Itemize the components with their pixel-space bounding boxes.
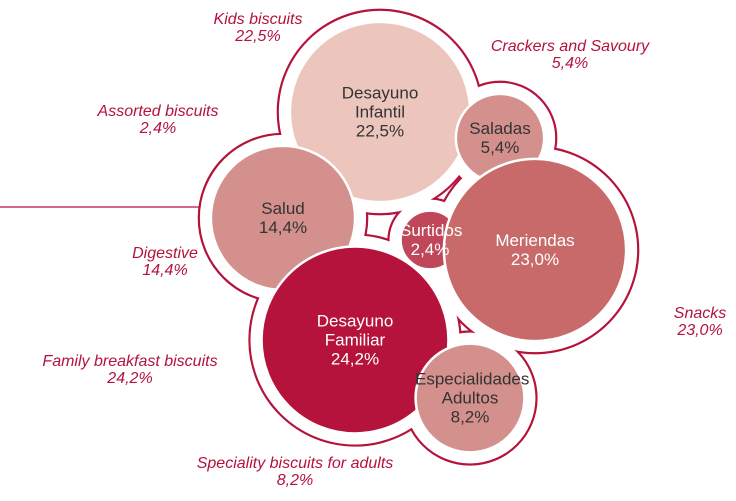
category-name: Desayuno Infantil [341,83,419,122]
outer-name: Snacks [673,305,727,322]
outer-name: Crackers and Savoury [490,38,650,55]
outer-name: Digestive [132,245,198,262]
outer-value: 8,2% [276,472,314,489]
bubble-label: Salud 14,4% [243,199,323,237]
value-label: 14,4% [258,218,308,237]
category-name: Meriendas [495,231,575,250]
bubble-label: Desayuno Infantil 22,5% [335,84,425,141]
bubble-label: Saladas 5,4% [465,119,535,157]
category-name: Desayuno Familiar [316,311,394,350]
outer-name: Speciality biscuits for adults [196,455,394,472]
outer-label: Snacks 23,0% [674,305,726,339]
value-label: 8,2% [450,407,490,427]
category-name: Surtidos [400,221,463,240]
outer-name: Family breakfast biscuits [42,353,218,370]
bubble-label: Surtidos 2,4% [400,221,463,259]
outer-value: 23,0% [677,322,723,339]
outer-label: Family breakfast biscuits 24,2% [42,353,217,387]
outer-name: Assorted biscuits [97,103,219,120]
value-label: 5,4% [480,138,520,157]
outer-label: Kids biscuits 22,5% [214,11,303,45]
bubble [442,157,628,343]
category-name: Salud [261,199,305,218]
outer-label: Speciality biscuits for adults 8,2% [197,455,394,489]
outer-value: 24,2% [107,370,153,387]
bubble [260,245,450,435]
outer-value: 22,5% [235,28,281,45]
value-label: 23,0% [510,250,560,269]
bubble-label: Desayuno Familiar 24,2% [310,312,400,369]
outer-value: 5,4% [551,55,589,72]
bubble-label: Especialidades Adultos 8,2% [415,369,530,427]
outer-label: Digestive 14,4% [132,245,198,279]
value-label: 2,4% [410,240,450,259]
outer-label: Crackers and Savoury 5,4% [491,38,649,72]
outer-label: Assorted biscuits 2,4% [98,103,219,137]
category-name: Saladas [469,119,531,138]
bubble [414,342,526,454]
outer-value: 14,4% [142,262,188,279]
outer-value: 2,4% [139,120,177,137]
value-label: 24,2% [330,349,380,369]
value-label: 22,5% [355,121,405,141]
bubble-label: Meriendas 23,0% [485,231,585,269]
category-name: Especialidades Adultos [415,369,530,408]
outer-name: Kids biscuits [213,11,303,28]
